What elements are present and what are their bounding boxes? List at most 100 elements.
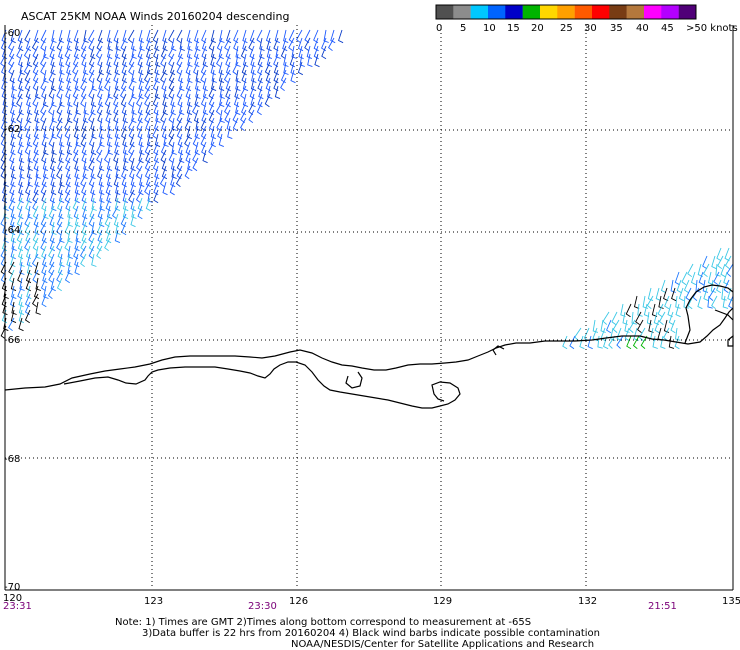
wind-barb — [42, 93, 49, 108]
legend-swatch — [592, 5, 610, 19]
wind-barb — [667, 303, 673, 318]
wind-barb — [56, 237, 63, 252]
wind-barb — [106, 101, 112, 116]
wind-barb — [98, 173, 104, 188]
wind-barb — [24, 213, 31, 228]
wind-barb — [96, 141, 103, 156]
wind-barb — [144, 93, 151, 108]
wind-barb — [10, 309, 17, 324]
wind-barb — [170, 61, 176, 76]
wind-barb — [683, 279, 690, 294]
wind-barb — [137, 109, 143, 124]
wind-barb — [218, 77, 225, 92]
wind-barb — [43, 125, 49, 139]
wind-barb — [58, 149, 64, 164]
wind-barb — [74, 253, 80, 268]
wind-barb — [216, 53, 223, 68]
wind-barb — [106, 205, 113, 220]
wind-barb — [646, 295, 654, 310]
wind-barb — [192, 157, 199, 172]
wind-barb — [98, 213, 105, 228]
wind-barb — [74, 165, 80, 180]
wind-barb — [74, 77, 80, 92]
wind-barb — [675, 303, 681, 318]
wind-barb — [727, 287, 733, 302]
wind-barb — [88, 237, 95, 252]
wind-barb — [296, 29, 303, 44]
wind-barb — [104, 149, 111, 164]
wind-barb — [265, 69, 271, 84]
wind-barb — [608, 335, 616, 349]
wind-barb — [114, 61, 120, 76]
wind-barb — [288, 37, 295, 52]
wind-barb — [130, 37, 137, 52]
wind-barb — [67, 205, 73, 219]
wind-barb — [161, 117, 167, 132]
wind-barb — [195, 85, 201, 99]
wind-barb — [75, 133, 81, 147]
wind-barb — [160, 45, 167, 60]
wind-barb — [184, 117, 191, 132]
wind-barb — [82, 213, 88, 228]
wind-barb — [40, 37, 47, 52]
wind-barb — [128, 61, 135, 76]
wind-barb — [107, 37, 113, 51]
wind-barb — [8, 197, 15, 212]
wind-barb — [33, 181, 39, 196]
wind-barb — [74, 189, 80, 204]
wind-barbs — [0, 29, 734, 350]
wind-barb — [40, 53, 47, 68]
wind-barb — [51, 197, 57, 212]
wind-barb — [647, 287, 654, 302]
wind-barb — [139, 141, 145, 156]
wind-barb — [18, 293, 24, 308]
wind-barb — [32, 237, 39, 252]
wind-barb — [105, 181, 111, 196]
wind-barb — [17, 269, 23, 284]
wind-barb — [194, 93, 200, 108]
wind-barb — [235, 101, 241, 116]
wind-barb — [137, 197, 143, 212]
wind-barb — [240, 45, 247, 60]
time-label-2: 23:30 — [248, 601, 277, 612]
wind-barb — [304, 29, 311, 44]
wind-barb — [88, 53, 95, 68]
wind-barb — [96, 149, 103, 164]
wind-barb — [26, 253, 33, 268]
wind-barb — [162, 93, 168, 108]
wind-barb — [114, 133, 120, 148]
wind-barb — [216, 117, 223, 132]
wind-barb — [152, 29, 159, 44]
wind-barb — [290, 69, 296, 84]
wind-barb — [235, 77, 241, 92]
wind-barb — [59, 173, 65, 187]
wind-barb — [250, 77, 257, 92]
longitude-labels: 120 123 126 129 132 135 — [3, 593, 740, 607]
wind-barb — [670, 319, 676, 334]
wind-barb — [23, 45, 31, 60]
wind-barb — [113, 101, 119, 116]
wind-barb — [10, 205, 16, 220]
wind-barb — [583, 327, 590, 342]
wind-barb — [242, 77, 249, 92]
wind-barb — [144, 109, 151, 124]
wind-barb — [184, 165, 191, 180]
wind-barb — [187, 69, 193, 83]
wind-barb — [81, 197, 88, 212]
wind-barb — [58, 53, 65, 68]
wind-barb — [256, 101, 263, 116]
wind-barb — [250, 93, 256, 108]
wind-barb — [26, 101, 33, 116]
wind-barb — [34, 29, 40, 44]
wind-barb — [40, 101, 47, 116]
wind-barb — [200, 69, 207, 84]
wind-barb — [33, 213, 39, 228]
wind-barb — [163, 133, 169, 147]
wind-barb — [59, 61, 65, 75]
wind-barb — [713, 271, 720, 286]
wind-barb — [10, 85, 17, 100]
wind-barb — [51, 93, 57, 107]
wind-barb — [99, 117, 105, 131]
wind-barb — [225, 77, 231, 92]
wind-barb — [27, 205, 33, 219]
